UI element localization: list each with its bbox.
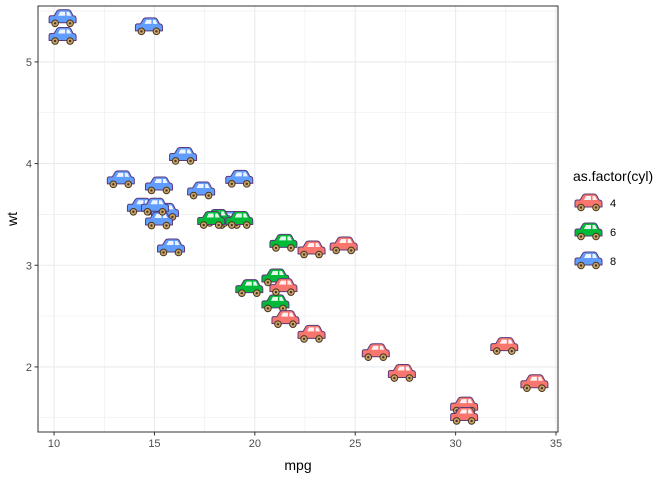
data-point-cyl-4	[269, 278, 298, 296]
panel-background	[38, 6, 558, 432]
legend: as.factor(cyl) 4 6 8	[573, 168, 653, 272]
data-points	[48, 9, 549, 425]
axes: 10 15 20 25 30 35 2 3 4 5	[26, 57, 562, 450]
panel-border	[37, 5, 559, 433]
data-point-cyl-4	[297, 324, 326, 343]
legend-label: 4	[610, 198, 616, 210]
y-tick-label: 4	[26, 159, 32, 171]
data-point-cyl-8	[106, 170, 135, 189]
x-axis-title: mpg	[284, 457, 311, 473]
y-tick-label: 5	[26, 57, 32, 69]
legend-car-icon	[574, 222, 603, 241]
legend-item: 4	[573, 192, 616, 214]
data-point-cyl-4	[361, 343, 390, 361]
data-point-cyl-8	[134, 17, 163, 36]
data-point-cyl-6	[235, 279, 264, 297]
legend-car-icon	[574, 193, 603, 212]
x-tick-label: 15	[148, 438, 160, 450]
x-tick-label: 35	[550, 438, 562, 450]
legend-item: 6	[573, 221, 616, 243]
data-point-cyl-4	[490, 337, 519, 355]
legend-title: as.factor(cyl)	[573, 168, 653, 184]
data-point-cyl-4	[329, 236, 358, 255]
x-tick-label: 10	[48, 438, 60, 450]
data-point-cyl-6	[197, 211, 226, 229]
y-axis-title: wt	[4, 212, 20, 227]
x-tick-label: 20	[249, 438, 261, 450]
data-point-cyl-4	[520, 374, 549, 393]
data-point-cyl-8	[157, 238, 186, 257]
data-point-cyl-8	[225, 169, 254, 188]
data-point-cyl-4	[271, 310, 300, 328]
legend-label: 8	[610, 256, 616, 268]
data-point-cyl-6	[225, 211, 254, 229]
x-tick-label: 25	[349, 438, 361, 450]
data-point-cyl-4	[450, 406, 479, 425]
data-point-cyl-6	[269, 233, 298, 252]
data-point-cyl-8	[48, 27, 77, 45]
data-point-cyl-4	[297, 240, 326, 259]
legend-item: 8	[573, 250, 616, 272]
legend-label: 6	[610, 227, 616, 239]
data-point-cyl-8	[144, 176, 173, 195]
y-tick-label: 2	[26, 362, 32, 374]
data-point-cyl-4	[387, 364, 416, 382]
legend-car-icon	[574, 251, 603, 270]
data-point-cyl-8	[144, 211, 173, 230]
x-tick-label: 30	[449, 438, 461, 450]
plot-panel	[37, 5, 559, 433]
data-point-cyl-8	[187, 181, 216, 200]
data-point-cyl-8	[140, 197, 169, 216]
data-point-cyl-8	[169, 146, 198, 165]
grid-lines	[38, 6, 558, 432]
y-tick-label: 3	[26, 260, 32, 272]
legend-items: 4 6 8	[573, 192, 616, 272]
data-point-cyl-8	[48, 9, 77, 28]
